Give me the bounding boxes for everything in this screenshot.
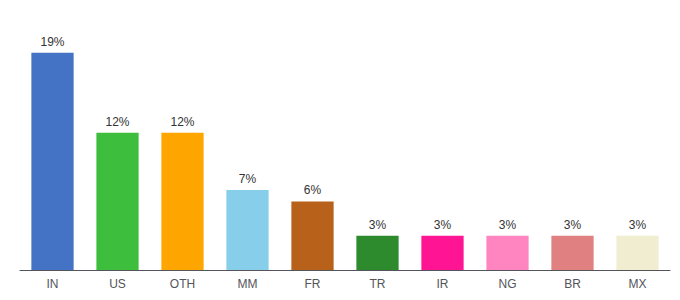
svg-text:MX: MX (629, 277, 647, 291)
svg-text:3%: 3% (629, 218, 647, 232)
svg-text:12%: 12% (105, 115, 129, 129)
svg-text:3%: 3% (434, 218, 452, 232)
svg-text:US: US (109, 277, 126, 291)
svg-text:19%: 19% (40, 35, 64, 49)
svg-text:12%: 12% (170, 115, 194, 129)
svg-text:3%: 3% (564, 218, 582, 232)
svg-text:BR: BR (564, 277, 581, 291)
svg-text:MM: MM (238, 277, 258, 291)
svg-text:IN: IN (47, 277, 59, 291)
svg-text:TR: TR (370, 277, 386, 291)
svg-text:OTH: OTH (170, 277, 195, 291)
svg-text:IR: IR (437, 277, 449, 291)
svg-text:3%: 3% (499, 218, 517, 232)
svg-text:6%: 6% (304, 183, 322, 197)
svg-text:NG: NG (499, 277, 517, 291)
svg-text:7%: 7% (239, 172, 257, 186)
svg-text:FR: FR (305, 277, 321, 291)
svg-text:3%: 3% (369, 218, 387, 232)
